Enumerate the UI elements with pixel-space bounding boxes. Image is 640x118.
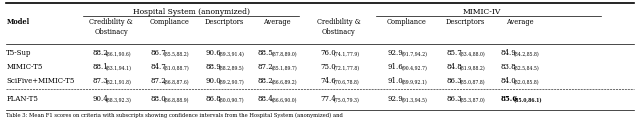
Text: (85.5,88.2): (85.5,88.2) [164, 52, 189, 57]
Text: (82.5,84.5): (82.5,84.5) [514, 66, 540, 71]
Text: 92.9: 92.9 [388, 49, 404, 57]
Text: (80.0,90.7): (80.0,90.7) [218, 98, 244, 103]
Text: 86.3: 86.3 [446, 95, 461, 103]
Text: FLAN-T5: FLAN-T5 [6, 95, 38, 103]
Text: 90.4: 90.4 [92, 95, 108, 103]
Text: (84.2,85.8): (84.2,85.8) [514, 52, 540, 57]
Text: 87.2: 87.2 [258, 63, 274, 71]
Text: 88.4: 88.4 [258, 95, 274, 103]
Text: Average: Average [506, 18, 533, 26]
Text: 92.9: 92.9 [388, 95, 404, 103]
Text: (83.4,88.0): (83.4,88.0) [460, 52, 485, 57]
Text: 88.5: 88.5 [258, 49, 274, 57]
Text: (86.8,88.9): (86.8,88.9) [164, 98, 189, 103]
Text: 84.9: 84.9 [500, 49, 516, 57]
Text: 88.2: 88.2 [258, 77, 274, 85]
Text: (70.6,78.8): (70.6,78.8) [333, 80, 359, 85]
Text: 88.0: 88.0 [150, 95, 166, 103]
Text: 87.2: 87.2 [150, 77, 166, 85]
Text: 86.8: 86.8 [205, 95, 221, 103]
Text: (82.0,85.8): (82.0,85.8) [514, 80, 540, 85]
Text: (91.3,94.5): (91.3,94.5) [401, 98, 427, 103]
Text: (85.0,86.1): (85.0,86.1) [514, 98, 543, 103]
Text: 90.0: 90.0 [205, 77, 221, 85]
Text: 83.8: 83.8 [500, 63, 516, 71]
Text: (89.3,91.4): (89.3,91.4) [218, 52, 244, 57]
Text: 91.0: 91.0 [388, 77, 404, 85]
Text: Compliance: Compliance [387, 18, 427, 26]
Text: 86.3: 86.3 [446, 77, 461, 85]
Text: 84.7: 84.7 [150, 63, 166, 71]
Text: Descriptors: Descriptors [445, 18, 484, 26]
Text: (81.0,88.7): (81.0,88.7) [164, 66, 189, 71]
Text: 74.6: 74.6 [320, 77, 336, 85]
Text: 75.0: 75.0 [320, 63, 336, 71]
Text: MIMIC-IV: MIMIC-IV [463, 8, 501, 16]
Text: (87.8,89.0): (87.8,89.0) [271, 52, 297, 57]
Text: (86.1,90.6): (86.1,90.6) [106, 52, 131, 57]
Text: (75.0,79.3): (75.0,79.3) [333, 98, 359, 103]
Text: MIMIC-T5: MIMIC-T5 [6, 63, 43, 71]
Text: 76.0: 76.0 [320, 49, 336, 57]
Text: SciFive+MIMIC-T5: SciFive+MIMIC-T5 [6, 77, 75, 85]
Text: (81.9,88.2): (81.9,88.2) [460, 66, 485, 71]
Text: (86.6,89.2): (86.6,89.2) [271, 80, 297, 85]
Text: (88.3,92.3): (88.3,92.3) [106, 98, 131, 103]
Text: (89.2,90.7): (89.2,90.7) [218, 80, 244, 85]
Text: Hospital System (anonymized): Hospital System (anonymized) [132, 8, 250, 16]
Text: (86.8,87.6): (86.8,87.6) [164, 80, 189, 85]
Text: (85.3,87.0): (85.3,87.0) [460, 98, 485, 103]
Text: 88.2: 88.2 [92, 49, 108, 57]
Text: 77.4: 77.4 [320, 95, 336, 103]
Text: (85.1,89.7): (85.1,89.7) [271, 66, 297, 71]
Text: (74.1,77.9): (74.1,77.9) [333, 52, 360, 57]
Text: (82.1,91.8): (82.1,91.8) [106, 80, 131, 85]
Text: (83.1,94.1): (83.1,94.1) [106, 66, 132, 71]
Text: Compliance: Compliance [149, 18, 189, 26]
Text: 90.6: 90.6 [205, 49, 221, 57]
Text: (91.7,94.2): (91.7,94.2) [401, 52, 428, 57]
Text: (86.6,90.0): (86.6,90.0) [271, 98, 297, 103]
Text: (88.2,89.5): (88.2,89.5) [218, 66, 244, 71]
Text: Credibility &
Obstinacy: Credibility & Obstinacy [317, 18, 361, 36]
Text: 87.3: 87.3 [92, 77, 108, 85]
Text: (89.9,92.1): (89.9,92.1) [401, 80, 427, 85]
Text: T5-Sup: T5-Sup [6, 49, 32, 57]
Text: 85.7: 85.7 [446, 49, 462, 57]
Text: (85.0,87.8): (85.0,87.8) [460, 80, 485, 85]
Text: Model: Model [6, 18, 29, 26]
Text: 88.9: 88.9 [205, 63, 221, 71]
Text: (72.1,77.8): (72.1,77.8) [333, 66, 360, 71]
Text: Descriptors: Descriptors [204, 18, 244, 26]
Text: 85.6: 85.6 [500, 95, 518, 103]
Text: 91.6: 91.6 [388, 63, 404, 71]
Text: (90.4,92.7): (90.4,92.7) [401, 66, 427, 71]
Text: 86.7: 86.7 [150, 49, 166, 57]
Text: Table 3: Mean F1 scores on criteria with subscripts showing confidence intervals: Table 3: Mean F1 scores on criteria with… [6, 113, 343, 118]
Text: Credibility &
Obstinacy: Credibility & Obstinacy [89, 18, 133, 36]
Text: 84.0: 84.0 [500, 77, 516, 85]
Text: 84.8: 84.8 [446, 63, 462, 71]
Text: 88.1: 88.1 [92, 63, 108, 71]
Text: Average: Average [263, 18, 291, 26]
